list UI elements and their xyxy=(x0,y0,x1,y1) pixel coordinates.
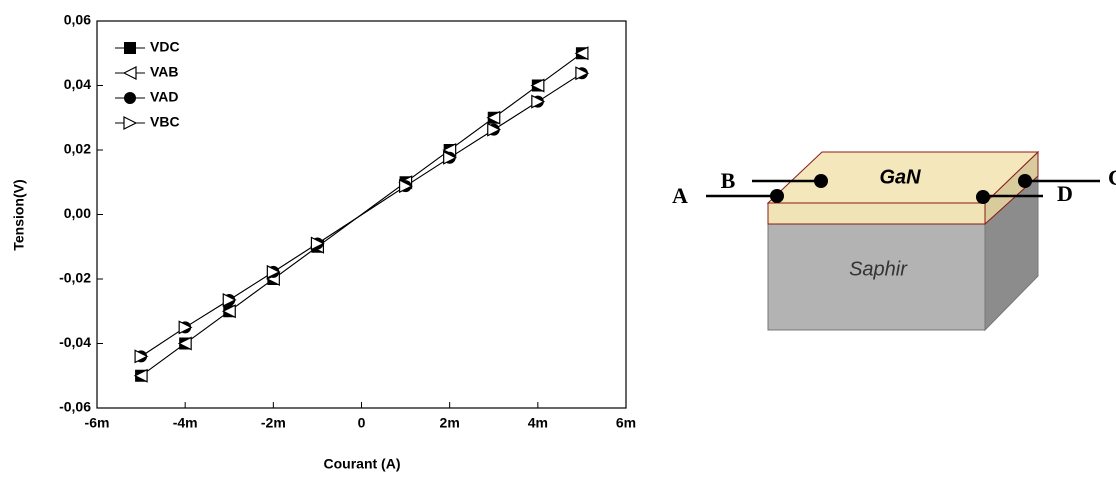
y-tick-label: -0,06 xyxy=(59,399,91,415)
y-axis-label: Tension(V) xyxy=(11,179,27,250)
marker xyxy=(487,122,502,137)
x-axis-label: Courant (A) xyxy=(324,456,401,472)
gan-top xyxy=(766,151,1040,204)
y-tick-label: -0,04 xyxy=(59,334,91,350)
diagram: A B C D GaN Saphir xyxy=(672,150,1116,332)
marker xyxy=(574,46,589,61)
legend-label: VAB xyxy=(150,64,179,80)
contact xyxy=(976,190,990,204)
marker xyxy=(178,320,193,335)
legend-marker xyxy=(122,66,137,80)
x-tick-label: 4m xyxy=(528,415,548,431)
y-tick-label: 0,04 xyxy=(64,76,91,92)
contact-label: A xyxy=(672,183,688,208)
y-tick-label: -0,02 xyxy=(59,270,91,286)
marker xyxy=(134,349,149,364)
legend-label: VDC xyxy=(150,39,180,55)
contact-label: D xyxy=(1057,181,1073,206)
contact-label: C xyxy=(1108,165,1116,190)
marker xyxy=(310,236,325,251)
x-tick-label: 0 xyxy=(358,415,366,431)
marker xyxy=(443,150,458,165)
contact-label: B xyxy=(721,168,736,193)
marker xyxy=(222,292,237,307)
marker xyxy=(531,94,546,109)
legend-marker xyxy=(124,42,136,54)
y-tick-label: 0,06 xyxy=(64,12,91,28)
substrate-label: Saphir xyxy=(849,258,908,280)
x-tick-label: -6m xyxy=(85,415,110,431)
y-tick-label: 0,00 xyxy=(64,205,91,221)
marker xyxy=(398,179,413,194)
marker xyxy=(486,110,501,125)
marker xyxy=(177,336,192,351)
x-tick-label: 6m xyxy=(616,415,636,431)
legend-marker xyxy=(124,92,136,104)
marker xyxy=(221,304,236,319)
contact xyxy=(1018,174,1032,188)
layer-label: GaN xyxy=(879,166,921,188)
y-tick-label: 0,02 xyxy=(64,141,91,157)
x-tick-label: -4m xyxy=(173,415,198,431)
marker xyxy=(266,264,281,279)
legend-label: VBC xyxy=(150,114,180,130)
x-tick-label: 2m xyxy=(440,415,460,431)
series-line xyxy=(140,72,583,357)
marker xyxy=(575,66,590,81)
gan-front xyxy=(767,202,986,225)
contact xyxy=(770,189,784,203)
contact xyxy=(814,174,828,188)
legend-marker xyxy=(123,116,138,130)
marker xyxy=(133,368,148,383)
marker xyxy=(530,78,545,93)
legend-label: VAD xyxy=(150,89,179,105)
x-tick-label: -2m xyxy=(261,415,286,431)
